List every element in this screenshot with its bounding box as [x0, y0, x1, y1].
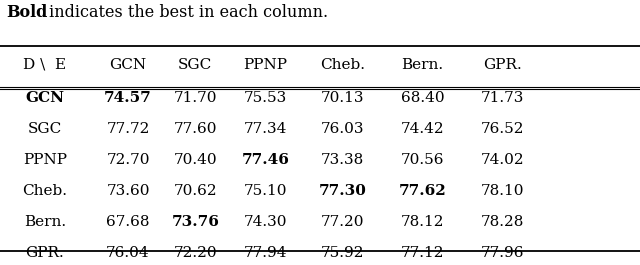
- Text: 78.12: 78.12: [401, 215, 444, 228]
- Text: 77.30: 77.30: [319, 184, 366, 197]
- Text: 73.60: 73.60: [106, 184, 150, 197]
- Text: 77.20: 77.20: [321, 215, 364, 228]
- Text: 72.70: 72.70: [106, 153, 150, 166]
- Text: Bern.: Bern.: [24, 215, 66, 228]
- Text: Cheb.: Cheb.: [22, 184, 67, 197]
- Text: 73.38: 73.38: [321, 153, 364, 166]
- Text: 70.40: 70.40: [173, 153, 217, 166]
- Text: PPNP: PPNP: [244, 58, 287, 72]
- Text: 74.42: 74.42: [401, 122, 444, 135]
- Text: 76.03: 76.03: [321, 122, 364, 135]
- Text: PPNP: PPNP: [23, 153, 67, 166]
- Text: GCN: GCN: [26, 91, 64, 104]
- Text: GPR.: GPR.: [26, 246, 64, 259]
- Text: GCN: GCN: [109, 58, 147, 72]
- Text: 77.12: 77.12: [401, 246, 444, 259]
- Text: 77.72: 77.72: [106, 122, 150, 135]
- Text: GPR.: GPR.: [483, 58, 522, 72]
- Text: Bold: Bold: [6, 4, 48, 21]
- Text: 73.76: 73.76: [172, 215, 219, 228]
- Text: Cheb.: Cheb.: [320, 58, 365, 72]
- Text: 70.62: 70.62: [173, 184, 217, 197]
- Text: SGC: SGC: [178, 58, 212, 72]
- Text: 77.94: 77.94: [244, 246, 287, 259]
- Text: 75.53: 75.53: [244, 91, 287, 104]
- Text: 71.73: 71.73: [481, 91, 524, 104]
- Text: 76.04: 76.04: [106, 246, 150, 259]
- Text: 75.92: 75.92: [321, 246, 364, 259]
- Text: SGC: SGC: [28, 122, 62, 135]
- Text: indicates the best in each column.: indicates the best in each column.: [44, 4, 328, 21]
- Text: 77.96: 77.96: [481, 246, 524, 259]
- Text: 72.20: 72.20: [173, 246, 217, 259]
- Text: 76.52: 76.52: [481, 122, 524, 135]
- Text: 75.10: 75.10: [244, 184, 287, 197]
- Text: 70.13: 70.13: [321, 91, 364, 104]
- Text: D \  E: D \ E: [23, 58, 67, 72]
- Text: 78.28: 78.28: [481, 215, 524, 228]
- Text: 71.70: 71.70: [173, 91, 217, 104]
- Text: 77.46: 77.46: [242, 153, 289, 166]
- Text: 74.02: 74.02: [481, 153, 524, 166]
- Text: 74.57: 74.57: [104, 91, 152, 104]
- Text: 68.40: 68.40: [401, 91, 444, 104]
- Text: 67.68: 67.68: [106, 215, 150, 228]
- Text: 77.34: 77.34: [244, 122, 287, 135]
- Text: 78.10: 78.10: [481, 184, 524, 197]
- Text: 74.30: 74.30: [244, 215, 287, 228]
- Text: 77.62: 77.62: [399, 184, 446, 197]
- Text: 70.56: 70.56: [401, 153, 444, 166]
- Text: 77.60: 77.60: [173, 122, 217, 135]
- Text: Bern.: Bern.: [401, 58, 444, 72]
